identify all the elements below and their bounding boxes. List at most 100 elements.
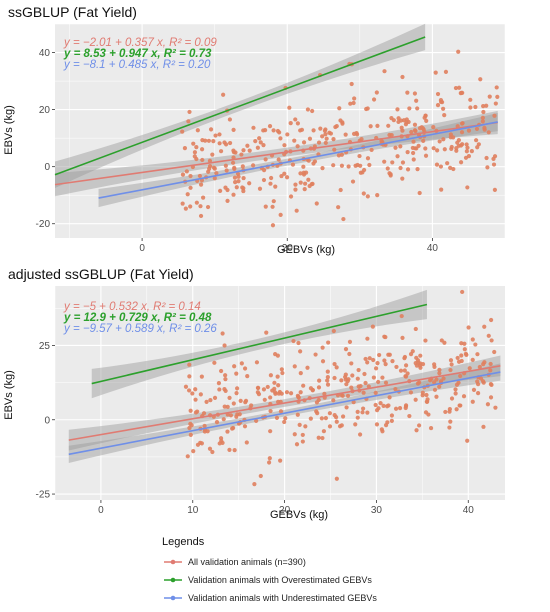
- regression-line-0: [54, 121, 498, 186]
- data-point: [448, 165, 453, 170]
- data-point: [390, 359, 395, 364]
- data-point: [350, 373, 355, 378]
- data-point: [381, 403, 386, 408]
- data-point: [199, 147, 205, 152]
- data-point: [454, 148, 459, 153]
- data-point: [225, 198, 230, 203]
- data-point: [475, 145, 480, 150]
- data-point: [295, 412, 300, 417]
- data-point: [261, 177, 267, 183]
- data-point: [255, 145, 260, 150]
- data-point: [276, 157, 281, 162]
- data-point: [355, 409, 360, 414]
- data-point: [270, 204, 275, 209]
- equation-overestimated: y = 8.53 + 0.947 x, R² = 0.73: [63, 48, 212, 60]
- data-point: [284, 175, 290, 180]
- data-point: [276, 383, 281, 388]
- data-point: [456, 49, 461, 54]
- data-points: [180, 49, 500, 228]
- data-point: [312, 159, 318, 164]
- data-point: [334, 365, 339, 370]
- data-point: [214, 420, 220, 425]
- data-point: [417, 190, 422, 196]
- data-point: [399, 313, 404, 319]
- data-point: [188, 204, 193, 209]
- data-point: [443, 69, 449, 74]
- data-point: [319, 416, 324, 421]
- data-point: [426, 412, 431, 417]
- data-point: [318, 126, 323, 131]
- x-tick-label: 30: [371, 505, 383, 516]
- data-point: [385, 166, 390, 171]
- data-point: [459, 121, 465, 126]
- data-point: [252, 482, 257, 487]
- data-point: [341, 216, 346, 222]
- data-point: [441, 137, 446, 142]
- data-point: [435, 148, 440, 153]
- data-point: [407, 106, 412, 111]
- data-point: [232, 166, 237, 172]
- data-point: [398, 165, 403, 171]
- data-point: [390, 160, 395, 165]
- data-point: [361, 406, 366, 411]
- data-point: [253, 139, 258, 144]
- data-point: [433, 70, 438, 75]
- data-point: [321, 429, 327, 434]
- data-point: [225, 404, 230, 409]
- data-point: [231, 127, 236, 133]
- data-point: [241, 148, 246, 153]
- panel-ssgblup: ssGBLUP (Fat Yield) 0 20 40 -20 0 20 40 y = −2…: [3, 4, 506, 256]
- data-point: [310, 181, 315, 186]
- data-point: [278, 212, 283, 217]
- data-point: [361, 390, 366, 395]
- data-point: [325, 369, 330, 374]
- data-point: [245, 374, 250, 379]
- data-point: [362, 371, 367, 377]
- data-point: [432, 362, 437, 367]
- data-point: [448, 419, 453, 424]
- data-point: [223, 185, 228, 190]
- data-point: [484, 103, 489, 108]
- data-point: [402, 368, 407, 373]
- data-point: [279, 173, 284, 179]
- data-point: [227, 447, 232, 452]
- data-point: [473, 342, 478, 347]
- data-point: [337, 106, 342, 111]
- data-point: [271, 128, 276, 133]
- data-point: [383, 334, 388, 340]
- data-point: [268, 429, 273, 434]
- data-point: [218, 436, 224, 441]
- y-tick-label: 0: [44, 415, 50, 426]
- data-point: [435, 91, 441, 97]
- data-point: [279, 367, 284, 372]
- data-point: [232, 175, 238, 180]
- data-point: [216, 381, 222, 386]
- data-point: [418, 365, 423, 370]
- data-point: [459, 358, 464, 364]
- data-point: [365, 194, 370, 199]
- data-point: [488, 368, 493, 373]
- data-point: [287, 105, 292, 110]
- data-point: [200, 157, 205, 163]
- data-point: [481, 109, 486, 115]
- data-point: [213, 133, 218, 138]
- data-point: [303, 181, 308, 186]
- data-point: [303, 170, 309, 175]
- data-point: [282, 419, 287, 425]
- data-point: [489, 338, 494, 343]
- data-point: [291, 338, 296, 344]
- data-point: [369, 147, 374, 153]
- data-point: [447, 407, 452, 412]
- data-point: [394, 364, 399, 370]
- data-point: [455, 140, 460, 145]
- data-point: [399, 125, 404, 130]
- data-point: [251, 125, 256, 130]
- regression-line-1: [91, 303, 428, 385]
- data-point: [275, 374, 280, 379]
- data-point: [280, 370, 285, 376]
- data-point: [405, 90, 410, 95]
- data-point: [302, 187, 307, 192]
- data-point: [255, 385, 261, 391]
- equation-all: y = −2.01 + 0.357 x, R² = 0.09: [63, 37, 217, 49]
- data-point: [485, 402, 491, 407]
